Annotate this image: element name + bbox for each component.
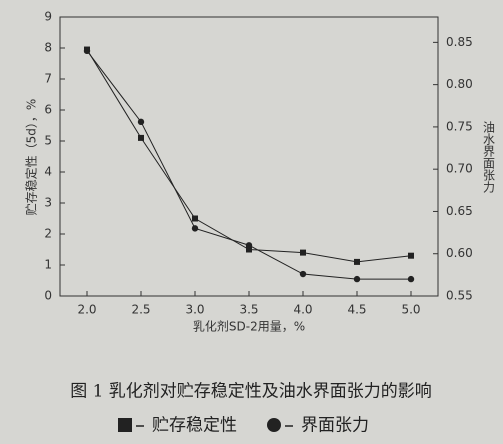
x-tick-label: 5.0 (401, 303, 420, 317)
point (137, 118, 145, 126)
point (246, 246, 252, 253)
x-axis-label: 乳化剂SD-2用量，% (193, 319, 305, 334)
series-line (86, 49, 412, 263)
y2-axis-label: 油水界面张力 (482, 121, 496, 194)
y2-tick-label: 0.60 (446, 246, 473, 260)
y2-tick-label: 0.85 (446, 35, 473, 49)
y2-tick-label: 0.75 (446, 119, 473, 133)
y-tick-label: 3 (44, 196, 52, 210)
point (299, 270, 307, 278)
x-tick-label: 4.5 (347, 303, 366, 317)
point (191, 225, 199, 232)
y2-tick-label: 0.80 (446, 77, 473, 91)
y-tick-label: 6 (44, 103, 52, 117)
x-tick-label: 3.5 (239, 303, 258, 317)
y2-tick-label: 0.65 (446, 204, 473, 218)
point (407, 275, 415, 283)
legend-label: 贮存稳定性 (152, 416, 237, 436)
y-axis-label: 贮存稳定性（5d），% (24, 99, 39, 216)
point (354, 258, 360, 265)
x-tick-label: 2.5 (131, 303, 150, 317)
point (192, 215, 198, 222)
x-tick-label: 2.0 (77, 303, 96, 317)
point (408, 252, 414, 259)
point (300, 249, 306, 256)
point (353, 275, 361, 283)
y-tick-label: 1 (44, 258, 52, 272)
legend-marker (118, 418, 132, 432)
point (138, 134, 144, 141)
y2-tick-label: 0.55 (446, 289, 473, 303)
legend-label: 界面张力 (301, 416, 369, 436)
y-tick-label: 5 (44, 134, 52, 148)
caption: 图 1 乳化剂对贮存稳定性及油水界面张力的影响 (70, 382, 432, 402)
y-tick-label: 8 (44, 41, 52, 55)
plot-frame (59, 16, 439, 297)
x-tick-label: 3.0 (185, 303, 204, 317)
y-tick-label: 4 (44, 165, 52, 179)
y2-tick-label: 0.70 (446, 162, 473, 176)
y-tick-label: 0 (44, 289, 52, 303)
point (83, 47, 91, 55)
legend-marker (267, 418, 281, 432)
x-tick-label: 4.0 (293, 303, 312, 317)
y-tick-label: 2 (44, 227, 52, 241)
y-tick-label: 7 (44, 72, 52, 86)
point (245, 242, 253, 249)
y-tick-label: 9 (44, 10, 52, 24)
